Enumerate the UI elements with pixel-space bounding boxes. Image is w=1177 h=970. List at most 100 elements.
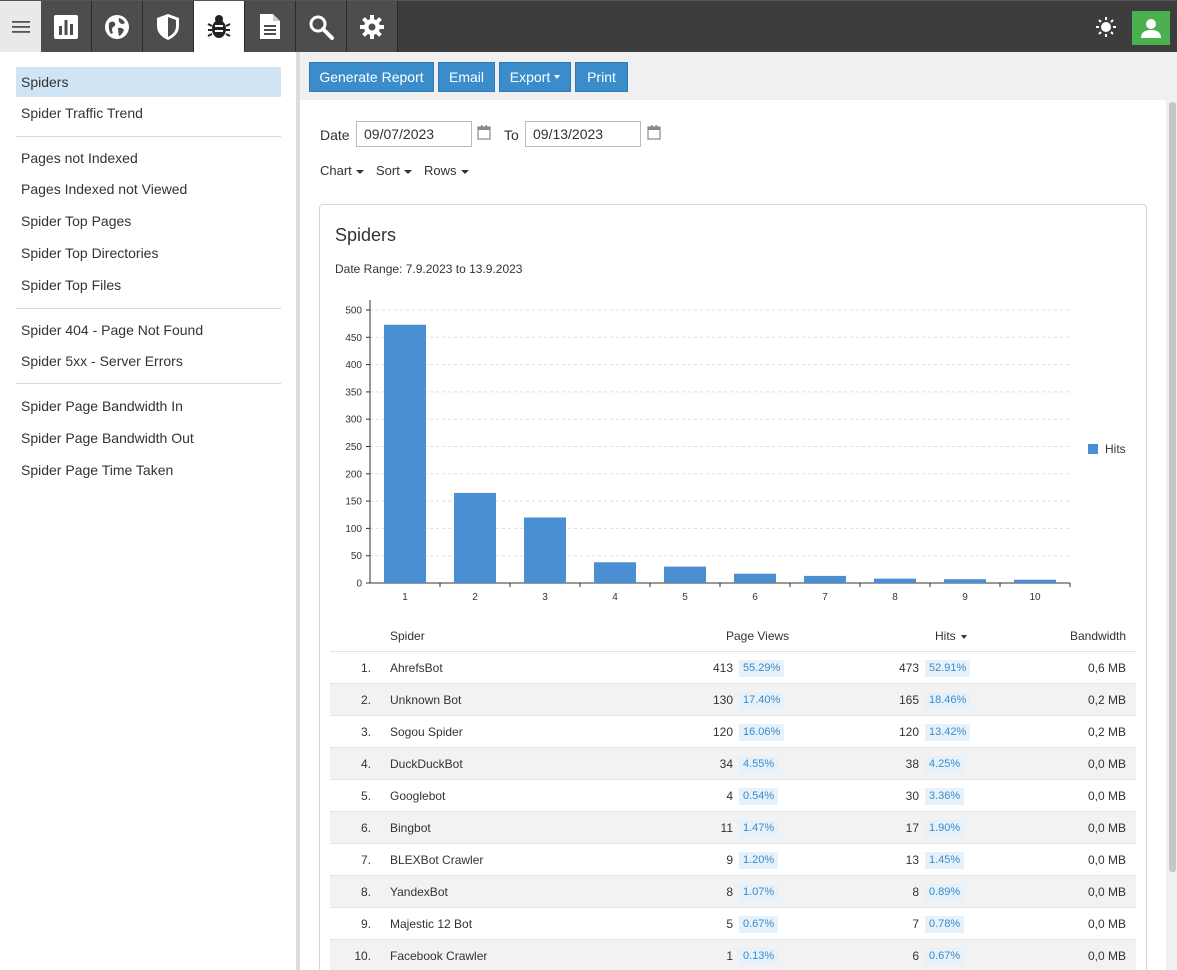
sidebar-item-spider-top-files[interactable]: Spider Top Files (21, 277, 122, 293)
search-icon (309, 15, 334, 40)
scrollbar-thumb[interactable] (1169, 102, 1176, 872)
date-range-text: Date Range: 7.9.2023 to 13.9.2023 (335, 262, 523, 276)
sidebar-item-spider-top-pages[interactable]: Spider Top Pages (21, 213, 132, 229)
sidebar-splitter[interactable] (296, 52, 300, 970)
table-row[interactable]: 1. AhrefsBot 413 55.29% 473 52.91% 0,6 MB (330, 651, 1136, 683)
spider-name: Unknown Bot (390, 693, 462, 707)
nav-geo-button[interactable] (92, 1, 143, 52)
sidebar-item-spider-404[interactable]: Spider 404 - Page Not Found (21, 322, 204, 338)
hits-percent-badge: 1.45% (925, 852, 965, 869)
chart-dropdown[interactable]: Chart (320, 163, 364, 178)
table-row[interactable]: 10. Facebook Crawler 1 0.13% 6 0.67% 0,0 MB (330, 939, 1136, 970)
export-label: Export (509, 69, 551, 85)
legend-swatch (1088, 444, 1098, 454)
hits-percent-badge: 0.78% (925, 916, 965, 933)
nav-search-button[interactable] (296, 1, 347, 52)
date-from-input[interactable]: 09/07/2023 (356, 121, 472, 147)
generate-report-button[interactable]: Generate Report (309, 62, 434, 92)
calendar-icon[interactable] (477, 125, 491, 140)
rows-dropdown-label: Rows (424, 163, 457, 178)
spider-name: Majestic 12 Bot (390, 917, 473, 931)
table-row[interactable]: 3. Sogou Spider 120 16.06% 120 13.42% 0,2 MB (330, 715, 1136, 747)
x-tick-label: 8 (892, 592, 898, 603)
menu-button[interactable] (0, 1, 41, 52)
sidebar-item-spiders[interactable]: Spiders (16, 67, 281, 97)
content-scrollbar[interactable] (1167, 100, 1177, 970)
sidebar-item-pages-not-indexed[interactable]: Pages not Indexed (21, 150, 138, 166)
nav-spiders-button[interactable] (194, 1, 245, 52)
column-header-spider[interactable]: Spider (390, 629, 425, 643)
bar (874, 578, 916, 583)
calendar-icon[interactable] (647, 125, 661, 140)
sort-desc-icon (960, 634, 967, 639)
table-row[interactable]: 7. BLEXBot Crawler 9 1.20% 13 1.45% 0,0 MB (330, 843, 1136, 875)
page-views-value: 4 (726, 789, 733, 803)
table-row[interactable]: 8. YandexBot 8 1.07% 8 0.89% 0,0 MB (330, 875, 1136, 907)
page-views-percent-badge: 0.13% (739, 948, 779, 965)
bar (1014, 579, 1056, 583)
x-tick-label: 1 (402, 592, 408, 603)
sort-dropdown[interactable]: Sort (376, 163, 412, 178)
table-row[interactable]: 5. Googlebot 4 0.54% 30 3.36% 0,0 MB (330, 779, 1136, 811)
export-button[interactable]: Export (499, 62, 571, 92)
column-header-page-views[interactable]: Page Views (726, 629, 790, 643)
y-tick-label: 200 (345, 469, 362, 480)
bar (664, 566, 706, 583)
column-header-hits[interactable]: Hits (935, 629, 967, 643)
hits-percent-badge: 52.91% (925, 660, 971, 677)
print-button[interactable]: Print (575, 62, 628, 92)
bar (944, 579, 986, 583)
bandwidth-value: 0,0 MB (1087, 885, 1126, 899)
row-rank: 3. (360, 725, 371, 739)
sidebar-item-time-taken[interactable]: Spider Page Time Taken (21, 462, 174, 478)
page-views-percent-badge: 1.20% (739, 852, 779, 869)
y-tick-label: 500 (345, 306, 362, 317)
hits-percent-badge: 13.42% (925, 724, 971, 741)
spider-name: AhrefsBot (390, 661, 443, 675)
page-views-percent-badge: 0.67% (739, 916, 779, 933)
column-header-bandwidth[interactable]: Bandwidth (1070, 629, 1127, 643)
hits-value: 6 (912, 949, 919, 963)
table-row[interactable]: 4. DuckDuckBot 34 4.55% 38 4.25% 0,0 MB (330, 747, 1136, 779)
to-label: To (504, 127, 519, 143)
page-views-value: 1 (726, 949, 733, 963)
user-icon (1141, 19, 1161, 38)
page-views-value: 120 (712, 725, 733, 739)
sidebar-item-spider-traffic-trend[interactable]: Spider Traffic Trend (21, 105, 143, 121)
theme-toggle-button[interactable] (1090, 11, 1122, 43)
rows-dropdown[interactable]: Rows (424, 163, 469, 178)
report-title: Spiders (335, 225, 397, 245)
nav-pages-button[interactable] (245, 1, 296, 52)
sidebar-item-spider-top-directories[interactable]: Spider Top Directories (21, 245, 159, 261)
table-row[interactable]: 6. Bingbot 11 1.47% 17 1.90% 0,0 MB (330, 811, 1136, 843)
sidebar-item-pages-indexed-not-viewed[interactable]: Pages Indexed not Viewed (21, 181, 188, 197)
x-tick-label: 10 (1029, 592, 1041, 603)
nav-reports-button[interactable] (41, 1, 92, 52)
hits-value: 38 (905, 757, 919, 771)
chevron-down-icon (554, 75, 561, 79)
page-views-percent-badge: 0.54% (739, 788, 779, 805)
column-header-hits-label: Hits (935, 629, 956, 643)
y-tick-label: 300 (345, 415, 362, 426)
table-row[interactable]: 2. Unknown Bot 130 17.40% 165 18.46% 0,2 MB (330, 683, 1136, 715)
bar (524, 517, 566, 583)
bandwidth-value: 0,0 MB (1087, 789, 1126, 803)
nav-security-button[interactable] (143, 1, 194, 52)
user-account-button[interactable] (1132, 11, 1170, 45)
page-views-percent-badge: 1.07% (739, 884, 779, 901)
sidebar-divider (16, 136, 281, 137)
nav-settings-button[interactable] (347, 1, 398, 52)
top-nav-bar (0, 0, 1177, 52)
row-rank: 8. (360, 885, 371, 899)
sidebar-item-bandwidth-out[interactable]: Spider Page Bandwidth Out (21, 430, 194, 446)
sidebar-item-bandwidth-in[interactable]: Spider Page Bandwidth In (21, 398, 183, 414)
date-to-input[interactable]: 09/13/2023 (525, 121, 641, 147)
sort-dropdown-label: Sort (376, 163, 400, 178)
sidebar-item-spider-5xx[interactable]: Spider 5xx - Server Errors (21, 353, 183, 369)
table-row[interactable]: 9. Majestic 12 Bot 5 0.67% 7 0.78% 0,0 MB (330, 907, 1136, 939)
y-tick-label: 150 (345, 497, 362, 508)
chart-dropdown-label: Chart (320, 163, 352, 178)
hits-value: 165 (898, 693, 919, 707)
email-button[interactable]: Email (438, 62, 495, 92)
gear-icon (360, 14, 384, 39)
